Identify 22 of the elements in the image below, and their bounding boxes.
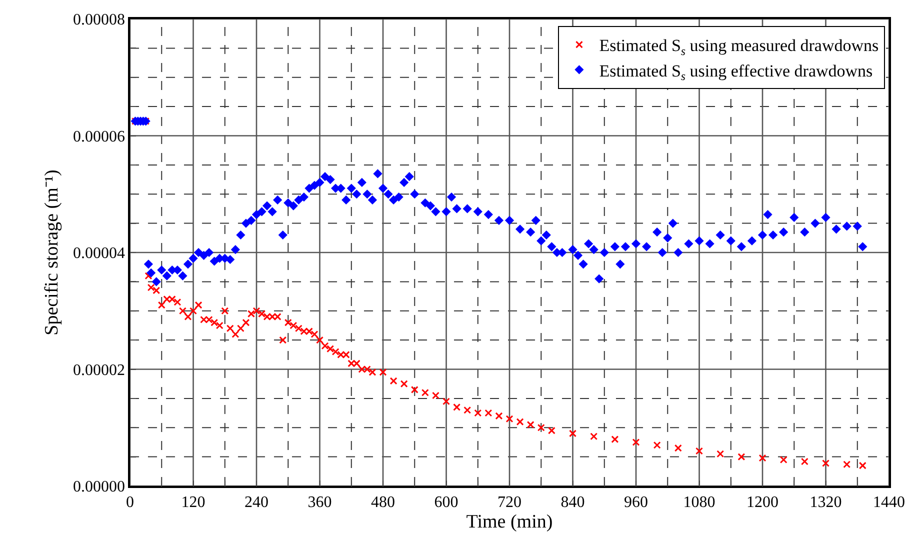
- x-tick-label: 840: [560, 494, 585, 511]
- x-tick-label: 480: [371, 494, 395, 511]
- x-tick-label: 1080: [683, 494, 716, 511]
- y-tick-label: 0.00000: [73, 478, 126, 496]
- y-tick-label: 0.00004: [73, 245, 126, 262]
- x-tick-label: 960: [624, 494, 648, 511]
- legend-label: Estimated S$_{s}$ using effective drawdowns: [599, 61, 873, 83]
- x-tick-label: 600: [434, 494, 458, 511]
- x-axis-title: Time (min): [466, 511, 553, 532]
- y-tick-label: 0.00002: [73, 362, 126, 379]
- x-tick-label: 720: [498, 494, 522, 511]
- x-tick-label: 1200: [746, 494, 778, 511]
- x-tick-label: 360: [308, 494, 332, 511]
- x-tick-label: 1320: [810, 494, 842, 511]
- legend-label: Estimated S$_{s}$ using measured drawdowns: [599, 36, 879, 58]
- y-axis-title: Specific storage (m⁻¹): [41, 170, 62, 336]
- x-tick-label: 1440: [873, 494, 905, 511]
- y-tick-label: 0.00008: [73, 12, 126, 29]
- x-tick-label: 0: [126, 494, 134, 511]
- y-tick-label: 0.00006: [73, 128, 126, 146]
- x-tick-label: 240: [244, 494, 268, 511]
- x-tick-label: 120: [181, 494, 206, 511]
